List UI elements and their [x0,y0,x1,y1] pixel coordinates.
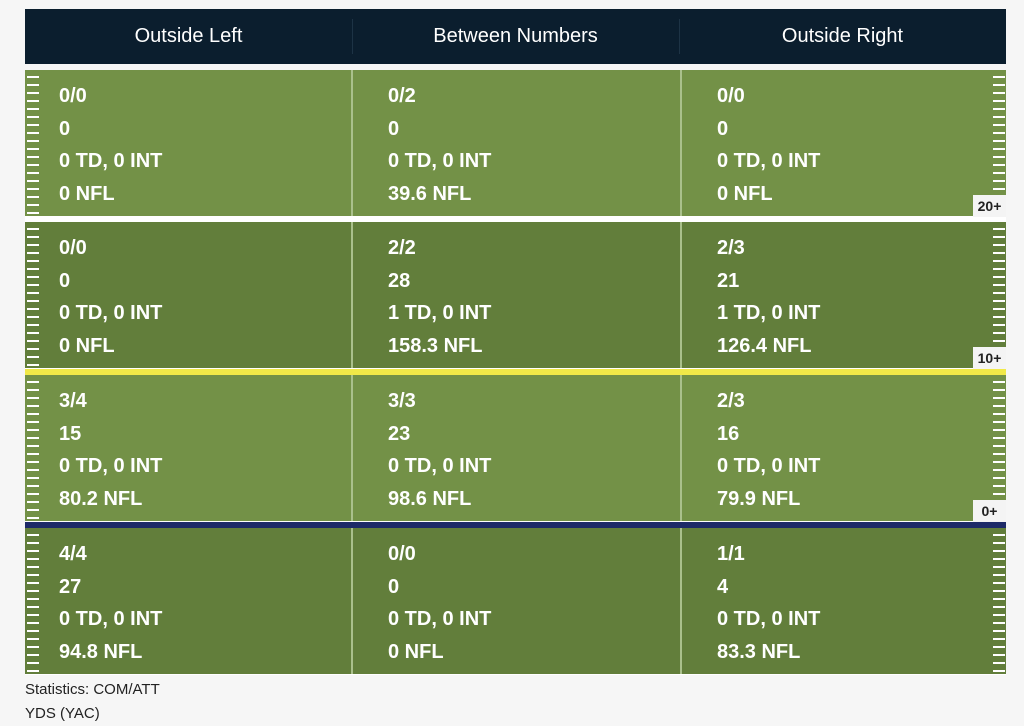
zone-stats: 0/0 0 0 TD, 0 INT 0 NFL [717,80,820,210]
stat-completions-attempts: 2/2 [388,237,416,259]
zone-stats: 0/2 0 0 TD, 0 INT 39.6 NFL [388,80,491,210]
zone-cell-10-plus-outside-right: 2/3 21 1 TD, 0 INT 126.4 NFL [682,222,1006,368]
stat-yards: 0 [388,575,400,598]
stat-yards: 0 [59,117,71,140]
stat-td-int: 0 TD, 0 INT [388,455,492,478]
zone-cell-20-plus-between-numbers: 0/2 0 0 TD, 0 INT 39.6 NFL [351,70,682,216]
zone-row-0-plus: 3/4 15 0 TD, 0 INT 80.2 NFL 3/3 23 0 TD, 0 INT… [25,375,1006,521]
zone-row-10-plus: 0/0 0 0 TD, 0 INT 0 NFL 2/2 28 1 TD, 0 INT 158.… [25,222,1006,368]
legend-line-2: YDS (YAC) [25,705,100,722]
stat-completions-attempts: 3/3 [388,390,416,412]
zone-stats: 0/0 0 0 TD, 0 INT 0 NFL [59,232,162,362]
yard-marker-label: 10+ [973,347,1006,369]
stat-completions-attempts: 4/4 [59,543,87,565]
hash-marks-right [993,76,1005,214]
stat-td-int: 0 TD, 0 INT [717,608,821,631]
stat-yards: 0 [717,117,729,140]
stat-completions-attempts: 0/2 [388,85,416,107]
stat-nfl-rating: 0 NFL [59,334,115,357]
yard-line-10-plus [25,369,1006,375]
stat-nfl-rating: 98.6 NFL [388,487,472,510]
pass-zone-field: 0/0 0 0 TD, 0 INT 0 NFL 0/2 0 0 TD, 0 INT 39.6 … [25,70,1006,675]
zone-stats: 2/3 21 1 TD, 0 INT 126.4 NFL [717,232,820,362]
zone-cell-behind-los-between-numbers: 0/0 0 0 TD, 0 INT 0 NFL [351,528,682,674]
stat-completions-attempts: 0/0 [59,237,87,259]
zone-row-20-plus: 0/0 0 0 TD, 0 INT 0 NFL 0/2 0 0 TD, 0 INT 39.6 … [25,70,1006,216]
zone-stats: 3/4 15 0 TD, 0 INT 80.2 NFL [59,385,162,515]
column-header-between-numbers: Between Numbers [352,9,679,64]
stat-td-int: 0 TD, 0 INT [59,455,163,478]
zone-stats: 2/2 28 1 TD, 0 INT 158.3 NFL [388,232,491,362]
stat-td-int: 1 TD, 0 INT [717,302,821,325]
hash-marks-left [27,228,39,366]
column-header-outside-right: Outside Right [679,9,1006,64]
stat-yards: 16 [717,422,740,445]
zone-cell-0-plus-between-numbers: 3/3 23 0 TD, 0 INT 98.6 NFL [351,375,682,521]
stat-completions-attempts: 0/0 [59,85,87,107]
stat-completions-attempts: 1/1 [717,543,745,565]
stat-td-int: 0 TD, 0 INT [59,608,163,631]
stat-td-int: 0 TD, 0 INT [59,302,163,325]
stat-yards: 23 [388,422,411,445]
stat-completions-attempts: 0/0 [388,543,416,565]
stat-td-int: 0 TD, 0 INT [59,150,163,173]
stat-completions-attempts: 0/0 [717,85,745,107]
zone-cell-0-plus-outside-left: 3/4 15 0 TD, 0 INT 80.2 NFL [25,375,351,521]
stat-yards: 4 [717,575,729,598]
hash-marks-left [27,76,39,214]
stat-yards: 28 [388,269,411,292]
zone-stats: 4/4 27 0 TD, 0 INT 94.8 NFL [59,538,162,668]
stat-yards: 27 [59,575,82,598]
stat-td-int: 1 TD, 0 INT [388,302,492,325]
stat-nfl-rating: 0 NFL [59,182,115,205]
hash-marks-right [993,381,1005,519]
yard-line-20-plus [25,216,1006,222]
stat-td-int: 0 TD, 0 INT [388,608,492,631]
zone-cell-10-plus-between-numbers: 2/2 28 1 TD, 0 INT 158.3 NFL [351,222,682,368]
stat-nfl-rating: 94.8 NFL [59,640,143,663]
zone-stats: 0/0 0 0 TD, 0 INT 0 NFL [59,80,162,210]
column-header-bar: Outside Left Between Numbers Outside Rig… [25,9,1006,64]
zone-stats: 1/1 4 0 TD, 0 INT 83.3 NFL [717,538,820,668]
stat-yards: 15 [59,422,82,445]
zone-cell-behind-los-outside-left: 4/4 27 0 TD, 0 INT 94.8 NFL [25,528,351,674]
yard-marker-label: 20+ [973,195,1006,217]
yard-marker-label: 0+ [973,500,1006,522]
yard-line-0-plus [25,522,1006,528]
stats-legend: Statistics: COM/ATT YDS (YAC) [25,678,160,726]
hash-marks-right [993,534,1005,672]
stat-nfl-rating: 158.3 NFL [388,334,483,357]
zone-cell-20-plus-outside-right: 0/0 0 0 TD, 0 INT 0 NFL [682,70,1006,216]
zone-stats: 0/0 0 0 TD, 0 INT 0 NFL [388,538,491,668]
hash-marks-right [993,228,1005,366]
stat-nfl-rating: 126.4 NFL [717,334,812,357]
zone-stats: 3/3 23 0 TD, 0 INT 98.6 NFL [388,385,491,515]
stat-yards: 0 [59,269,71,292]
stat-yards: 0 [388,117,400,140]
stat-nfl-rating: 83.3 NFL [717,640,801,663]
stat-nfl-rating: 80.2 NFL [59,487,143,510]
legend-line-1: Statistics: COM/ATT [25,681,160,698]
column-header-outside-left: Outside Left [134,25,243,47]
hash-marks-left [27,381,39,519]
zone-cell-0-plus-outside-right: 2/3 16 0 TD, 0 INT 79.9 NFL [682,375,1006,521]
stat-completions-attempts: 2/3 [717,237,745,259]
stat-td-int: 0 TD, 0 INT [717,150,821,173]
zone-cell-20-plus-outside-left: 0/0 0 0 TD, 0 INT 0 NFL [25,70,351,216]
stat-completions-attempts: 3/4 [59,390,87,412]
stat-td-int: 0 TD, 0 INT [388,150,492,173]
zone-row-behind-los: 4/4 27 0 TD, 0 INT 94.8 NFL 0/0 0 0 TD, 0 INT 0… [25,528,1006,674]
zone-stats: 2/3 16 0 TD, 0 INT 79.9 NFL [717,385,820,515]
stat-completions-attempts: 2/3 [717,390,745,412]
zone-cell-behind-los-outside-right: 1/1 4 0 TD, 0 INT 83.3 NFL [682,528,1006,674]
zone-cell-10-plus-outside-left: 0/0 0 0 TD, 0 INT 0 NFL [25,222,351,368]
stat-nfl-rating: 79.9 NFL [717,487,801,510]
stat-nfl-rating: 39.6 NFL [388,182,472,205]
stat-nfl-rating: 0 NFL [717,182,773,205]
stat-nfl-rating: 0 NFL [388,640,444,663]
hash-marks-left [27,534,39,672]
stat-td-int: 0 TD, 0 INT [717,455,821,478]
stat-yards: 21 [717,269,740,292]
